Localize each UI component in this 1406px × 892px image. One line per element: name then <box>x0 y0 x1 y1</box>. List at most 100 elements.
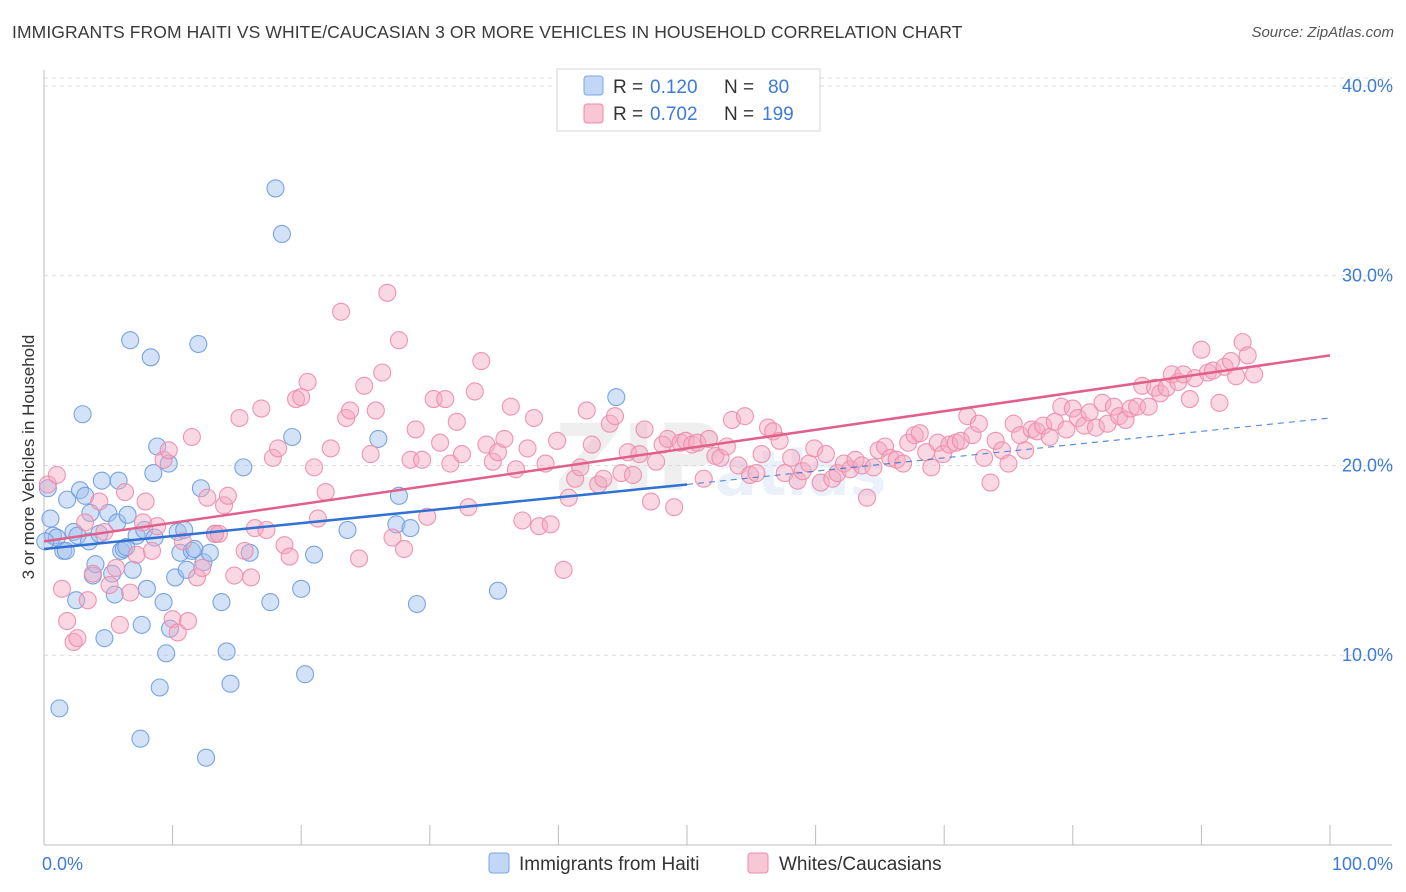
scatter-point <box>436 390 455 409</box>
scatter-point <box>280 547 299 566</box>
scatter-point <box>975 448 994 467</box>
scatter-point <box>395 539 414 559</box>
scatter-point <box>1238 346 1257 365</box>
scatter-point <box>857 488 877 507</box>
y-axis-title: 3 or more Vehicles in Household <box>19 335 38 580</box>
scatter-point <box>209 524 228 543</box>
scatter-point <box>218 486 237 505</box>
scatter-point <box>298 372 317 392</box>
scatter-point <box>292 579 311 598</box>
scatter-point <box>283 427 302 447</box>
scatter-point <box>196 748 216 767</box>
scatter-point <box>178 612 198 631</box>
scatter-point <box>350 549 369 568</box>
scatter-point <box>115 482 135 502</box>
scatter-point <box>594 469 613 488</box>
scatter-point <box>488 581 508 600</box>
scatter-point <box>483 452 502 471</box>
scatter-point <box>373 363 392 382</box>
scatter-point <box>198 488 217 507</box>
scatter-point <box>893 454 913 473</box>
scatter-point <box>752 445 771 464</box>
scatter-point <box>986 431 1005 450</box>
scatter-point <box>70 481 90 500</box>
scatter-point <box>92 471 111 490</box>
scatter-point <box>121 583 140 602</box>
legend-swatch-haiti <box>488 852 510 874</box>
scatter-point <box>1116 410 1135 429</box>
legend-label-white: Whites/Caucasians <box>779 854 942 875</box>
scatter-point <box>805 439 824 458</box>
scatter-point <box>841 460 860 479</box>
scatter-point <box>235 541 254 560</box>
legend-label-haiti: Immigrants from Haiti <box>519 854 700 875</box>
scatter-point <box>159 441 178 460</box>
scatter-point <box>182 427 201 447</box>
scatter-point <box>90 492 109 511</box>
scatter-point <box>269 439 288 458</box>
scatter-point <box>131 729 150 748</box>
scatter-point <box>127 545 146 564</box>
scatter-point <box>852 456 871 475</box>
scatter-point <box>68 629 87 648</box>
scatter-point <box>141 348 160 367</box>
scatter-point <box>221 674 240 693</box>
scatter-point <box>413 450 432 469</box>
scatter-point <box>571 458 590 477</box>
gridlines <box>44 77 1392 656</box>
scatter-point <box>406 420 425 439</box>
scatter-point <box>338 520 357 540</box>
scatter-point <box>635 420 654 439</box>
scatter-point <box>194 553 213 572</box>
x-tick-label-max: 100.0% <box>1332 854 1393 874</box>
scatter-point <box>740 465 760 485</box>
scatter-point <box>524 408 544 428</box>
scatter-point <box>321 439 340 458</box>
source-label: Source: ZipAtlas.com <box>1251 24 1394 41</box>
scatter-point <box>187 568 207 587</box>
scatter-point <box>641 492 661 511</box>
scatter-point <box>554 560 573 579</box>
trend-line-haiti <box>43 483 688 551</box>
scatter-point <box>694 469 713 488</box>
scatter-point <box>189 334 208 354</box>
stats-r-value-white: 0.702 <box>650 104 698 125</box>
scatter-point <box>118 505 137 524</box>
scatter-point <box>407 594 426 614</box>
stats-legend-swatch-white <box>583 103 604 124</box>
scatter-point <box>864 458 883 477</box>
scatter-point <box>316 482 335 502</box>
scatter-point <box>1075 416 1094 435</box>
scatter-point <box>747 464 766 483</box>
scatter-point <box>154 593 173 612</box>
scatter-point <box>782 448 801 467</box>
scatter-point <box>177 560 196 579</box>
trend-lines <box>43 354 1331 551</box>
scatter-point <box>241 568 261 587</box>
scatter-point <box>699 429 718 448</box>
scatter-point <box>308 509 327 528</box>
stats-n-value-white: 199 <box>762 104 794 125</box>
bottom-legend: Immigrants from Haiti Whites/Caucasians <box>488 852 942 875</box>
scatter-point <box>230 408 249 428</box>
x-ticks <box>172 825 1331 845</box>
scatter-point <box>401 519 420 538</box>
scatter-point <box>800 454 819 473</box>
scatter-point <box>582 435 601 454</box>
scatter-point <box>378 283 397 302</box>
scatter-point <box>548 431 567 450</box>
scatter-point <box>132 615 151 634</box>
scatter-point <box>214 496 234 515</box>
scatter-point <box>465 382 484 401</box>
scatter-point <box>1068 408 1087 428</box>
scatter-point <box>788 471 807 490</box>
y-tick-labels: 10.0% 20.0% 30.0% 40.0% <box>1342 76 1393 665</box>
scatter-point <box>951 431 970 450</box>
stats-n-label-haiti: N = <box>724 77 754 98</box>
y-tick-label: 20.0% <box>1342 455 1393 475</box>
scatter-point <box>999 454 1018 473</box>
scatter-point <box>577 401 596 420</box>
scatter-point <box>823 469 842 488</box>
chart-title: IMMIGRANTS FROM HAITI VS WHITE/CAUCASIAN… <box>12 22 963 42</box>
scatter-point <box>142 541 162 560</box>
